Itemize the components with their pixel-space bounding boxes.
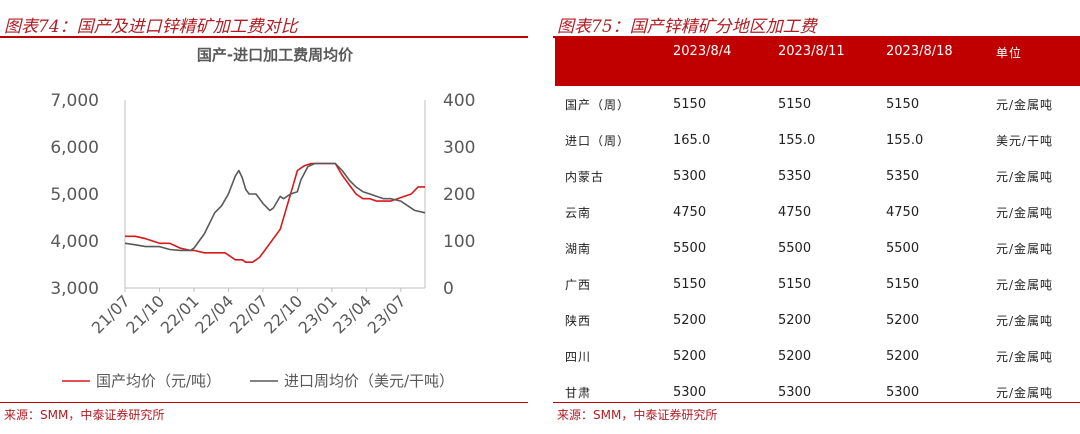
table-cell: 5300 [886, 384, 920, 400]
table-cell: 5350 [886, 168, 920, 184]
table-body: 国产（周） 5150 5150 5150 元/金属吨 进口（周） 165.0 155.0 155… [555, 86, 1080, 410]
y-tick-label-left: 6,000 [50, 138, 99, 158]
legend-label: 进口周均价（美元/干吨） [284, 372, 454, 390]
line-chart: 国产-进口加工费周均价 3,000 4,000 5,000 6,000 7,000 0 10… [50, 46, 475, 390]
y-tick-label-right: 200 [443, 185, 475, 205]
table-cell: 5150 [778, 276, 812, 292]
table-cell: 元/金属吨 [996, 241, 1054, 256]
y-tick-label-left: 5,000 [50, 185, 99, 205]
table-cell: 元/金属吨 [996, 205, 1054, 220]
table-cell: 5200 [673, 348, 707, 364]
table-cell: 5150 [673, 276, 707, 292]
figure-title: 图表75：国产锌精矿分地区加工费 [557, 17, 817, 37]
table-cell: 5200 [886, 348, 920, 364]
table-row: 云南 4750 4750 4750 元/金属吨 [555, 194, 1080, 230]
x-tick-label: 22/07 [226, 291, 272, 337]
table-cell: 5150 [778, 96, 812, 112]
y-tick-label-left: 7,000 [50, 91, 99, 111]
table-cell: 165.0 [673, 132, 711, 148]
table-cell: 5200 [673, 312, 707, 328]
x-tick-label: 22/04 [191, 291, 237, 337]
table-header-cell [555, 38, 673, 86]
table-header-cell: 2023/8/11 [778, 38, 886, 86]
table-cell: 4750 [778, 204, 812, 220]
table-row: 四川 5200 5200 5200 元/金属吨 [555, 338, 1080, 374]
table-cell: 元/金属吨 [996, 277, 1054, 292]
source-note: 来源：SMM，中泰证券研究所 [557, 408, 718, 422]
x-tick-label: 23/07 [364, 291, 410, 337]
chart-axes: 3,000 4,000 5,000 6,000 7,000 0 100 200 300 400 21… [50, 91, 475, 337]
table-cell: 国产（周） [565, 97, 631, 112]
table-cell: 5300 [778, 384, 812, 400]
y-tick-label-left: 3,000 [50, 279, 99, 299]
source-divider [0, 402, 528, 403]
table-cell: 甘肃 [565, 385, 592, 400]
chart-series [124, 162, 426, 263]
table-cell: 5200 [886, 312, 920, 328]
table-cell: 元/金属吨 [996, 97, 1054, 112]
y-tick-label-right: 400 [443, 91, 475, 111]
table-panel: 图表75：国产锌精矿分地区加工费 2023/8/4 2023/8/11 2023/8… [553, 0, 1080, 434]
table-header-cell: 单位 [996, 38, 1080, 86]
figure-title: 图表74：国产及进口锌精矿加工费对比 [4, 17, 298, 37]
y-tick-label-right: 0 [443, 279, 454, 299]
table-cell: 元/金属吨 [996, 313, 1054, 328]
x-tick-label: 23/01 [295, 291, 341, 337]
table-cell: 进口（周） [565, 133, 631, 148]
table-header-row: 2023/8/4 2023/8/11 2023/8/18 单位 [555, 38, 1080, 86]
source-divider [553, 402, 1080, 403]
legend-label: 国产均价（元/吨） [96, 372, 221, 390]
table-cell: 元/金属吨 [996, 385, 1054, 400]
series-line-domestic [125, 162, 425, 263]
table-cell: 4750 [673, 204, 707, 220]
table-row: 甘肃 5300 5300 5300 元/金属吨 [555, 374, 1080, 410]
x-tick-label: 22/01 [157, 291, 203, 337]
table-cell: 云南 [565, 205, 592, 220]
x-tick-label: 21/10 [122, 291, 168, 337]
y-tick-label-right: 300 [443, 138, 475, 158]
series-line-import [124, 162, 426, 252]
y-tick-label-left: 4,000 [50, 232, 99, 252]
table-row: 国产（周） 5150 5150 5150 元/金属吨 [555, 86, 1080, 122]
table-cell: 元/金属吨 [996, 169, 1054, 184]
table-cell: 元/金属吨 [996, 349, 1054, 364]
title-divider [553, 36, 1080, 38]
table-row: 内蒙古 5300 5350 5350 元/金属吨 [555, 158, 1080, 194]
chart-panel: 图表74：国产及进口锌精矿加工费对比 国产-进口加工费周均价 3,000 4,00… [0, 0, 528, 434]
table-cell: 5300 [673, 384, 707, 400]
table-cell: 155.0 [886, 132, 924, 148]
chart-title: 国产-进口加工费周均价 [197, 46, 354, 64]
table-cell: 湖南 [565, 241, 592, 256]
table-cell: 5500 [778, 240, 812, 256]
table-cell: 5150 [886, 276, 920, 292]
table-cell: 内蒙古 [565, 169, 605, 184]
table-cell: 美元/干吨 [996, 133, 1054, 148]
x-tick-label: 22/10 [260, 291, 306, 337]
table-row: 广西 5150 5150 5150 元/金属吨 [555, 266, 1080, 302]
table-row: 进口（周） 165.0 155.0 155.0 美元/干吨 [555, 122, 1080, 158]
table-cell: 5500 [886, 240, 920, 256]
chart-legend: 国产均价（元/吨） 进口周均价（美元/干吨） [62, 372, 454, 390]
table-cell: 四川 [565, 349, 592, 364]
table-row: 陕西 5200 5200 5200 元/金属吨 [555, 302, 1080, 338]
table-cell: 5500 [673, 240, 707, 256]
processing-fee-table: 2023/8/4 2023/8/11 2023/8/18 单位 国产（周） 5150 51… [555, 38, 1080, 410]
table-cell: 5350 [778, 168, 812, 184]
table-header-cell: 2023/8/18 [886, 38, 996, 86]
table-cell: 4750 [886, 204, 920, 220]
table-cell: 5200 [778, 348, 812, 364]
table-cell: 155.0 [778, 132, 816, 148]
table-cell: 广西 [565, 277, 592, 292]
y-tick-label-right: 100 [443, 232, 475, 252]
table-cell: 5300 [673, 168, 707, 184]
table-row: 湖南 5500 5500 5500 元/金属吨 [555, 230, 1080, 266]
table-cell: 5150 [673, 96, 707, 112]
table-cell: 陕西 [565, 313, 592, 328]
title-divider [0, 36, 528, 38]
x-tick-label: 23/04 [329, 291, 375, 337]
table-header-cell: 2023/8/4 [673, 38, 778, 86]
table-cell: 5150 [886, 96, 920, 112]
table-cell: 5200 [778, 312, 812, 328]
source-note: 来源：SMM，中泰证券研究所 [4, 408, 165, 422]
